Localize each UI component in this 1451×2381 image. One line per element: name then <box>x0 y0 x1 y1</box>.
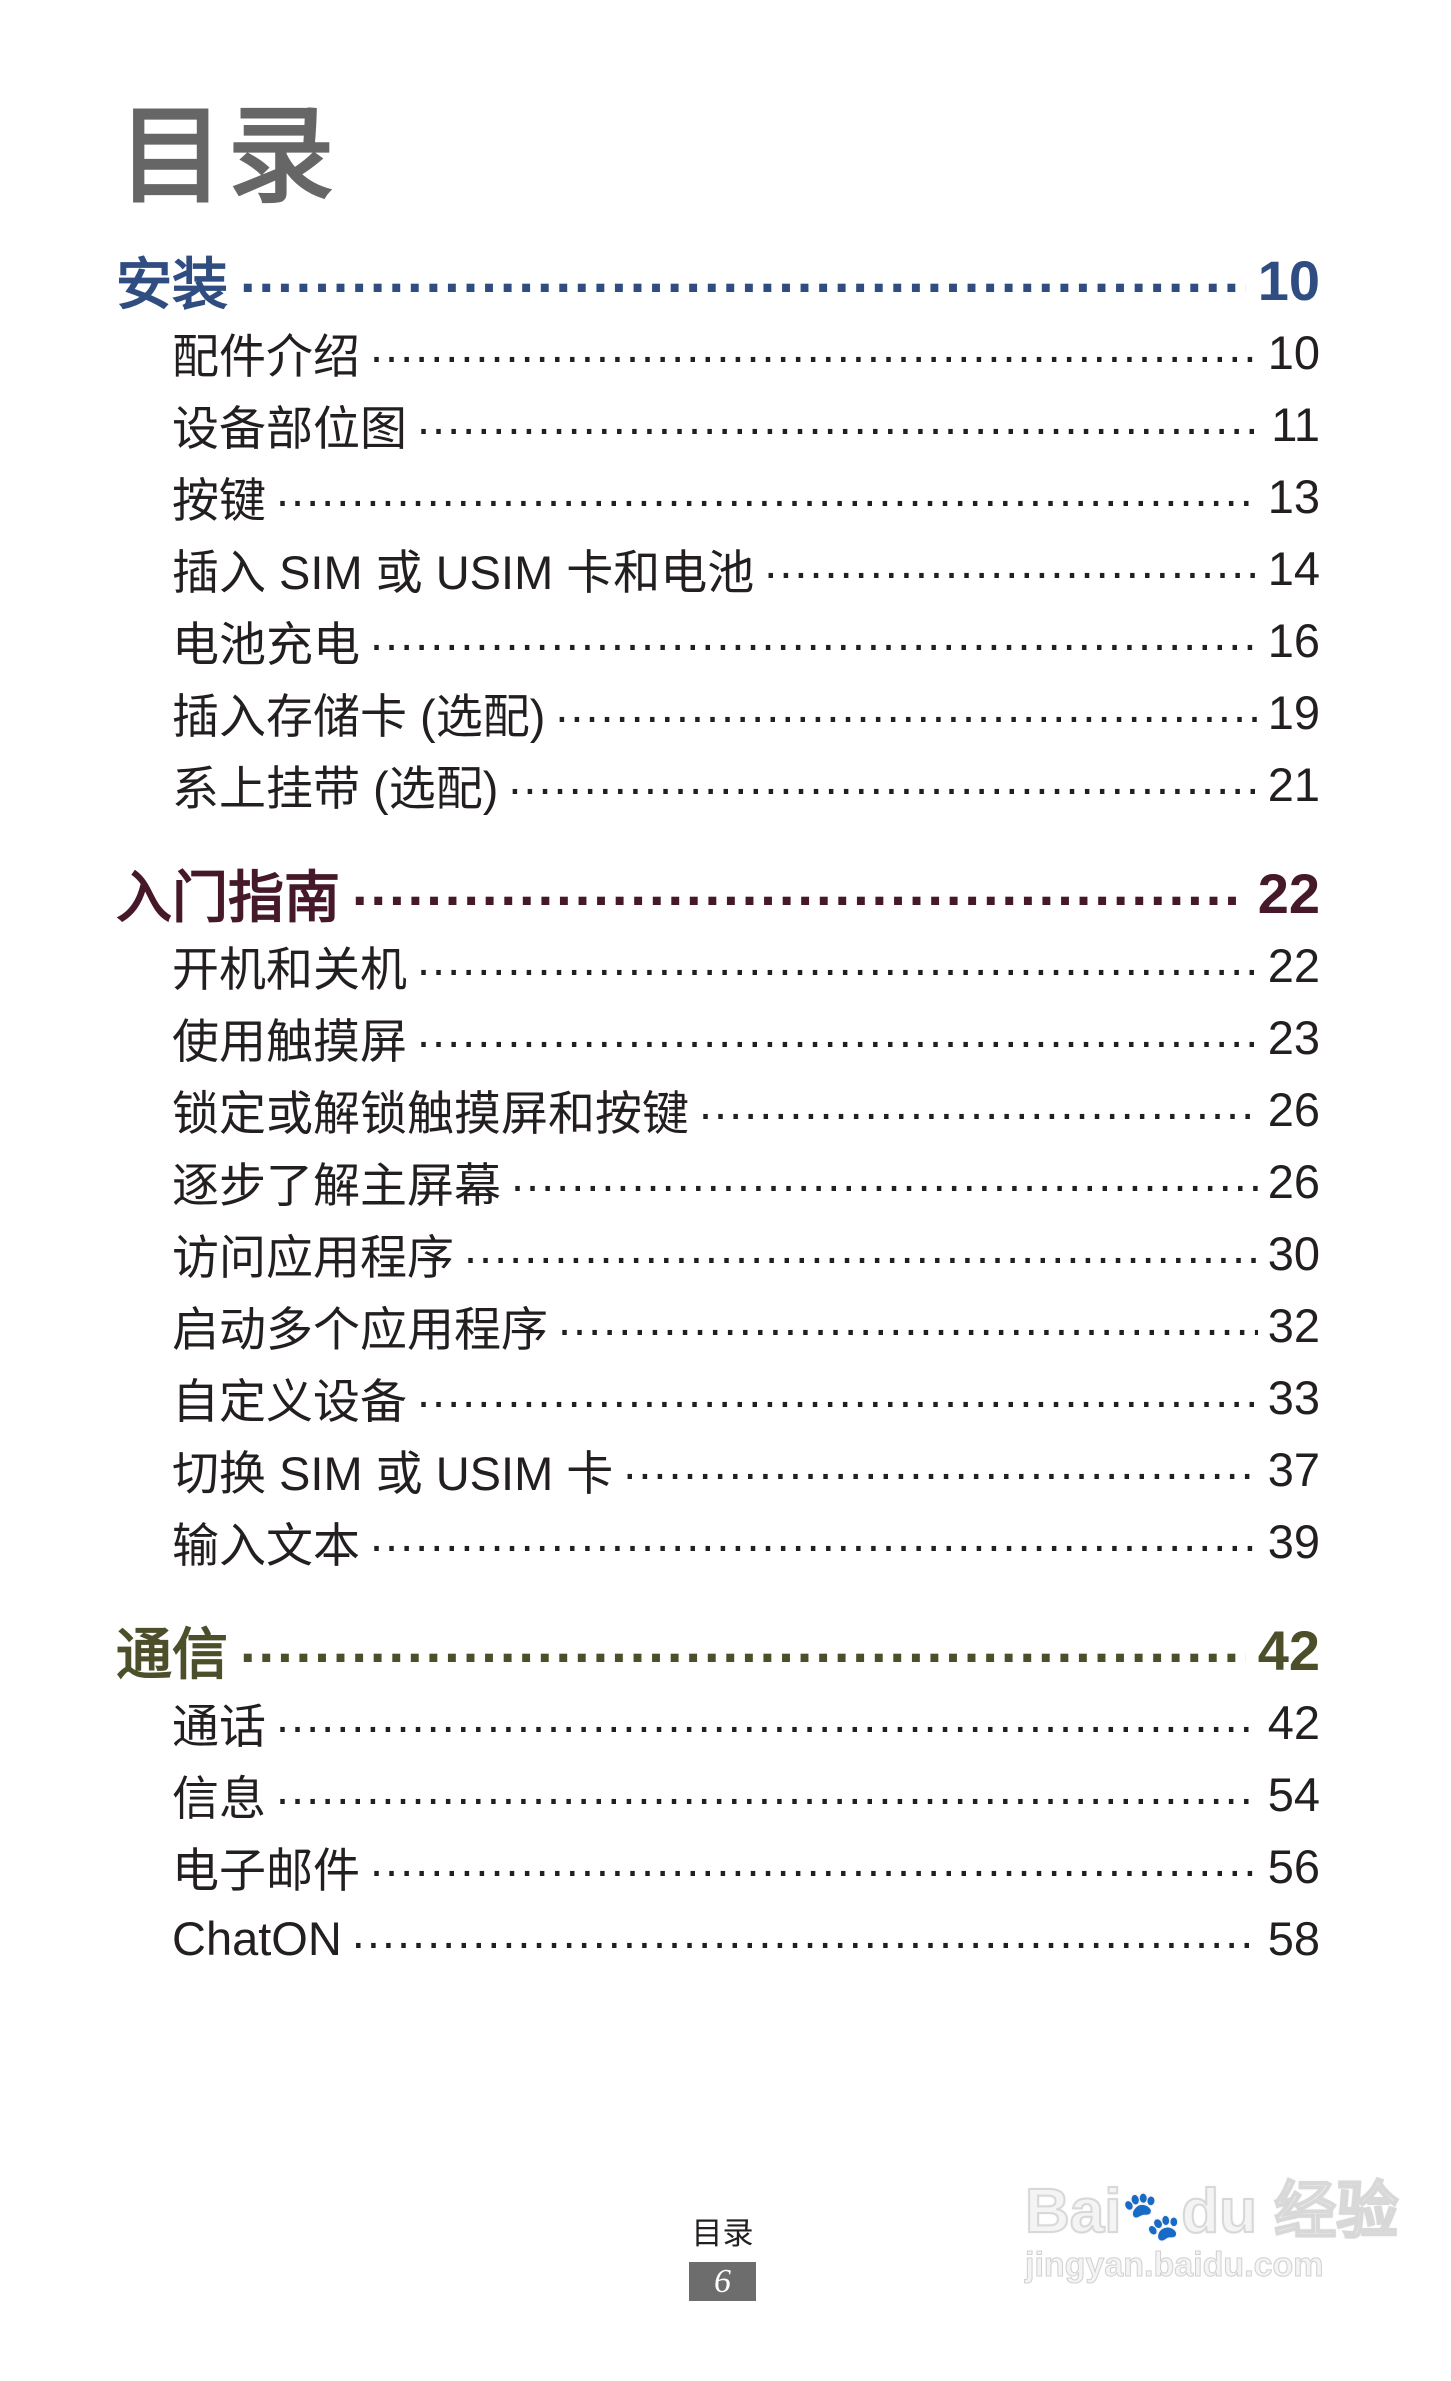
dot-leader <box>276 1771 1258 1818</box>
entry-title: 逐步了解主屏幕 <box>172 1158 501 1212</box>
dot-leader <box>370 329 1258 376</box>
toc-entry[interactable]: 启动多个应用程序 32 <box>116 1289 1320 1361</box>
entry-page-number: 56 <box>1267 1839 1320 1893</box>
entry-page-number: 14 <box>1267 541 1320 595</box>
toc-entry[interactable]: 设备部位图 11 <box>116 388 1320 460</box>
entry-page-number: 13 <box>1267 469 1320 523</box>
footer-section-label: 目录 <box>691 2216 754 2251</box>
entry-page-number: 26 <box>1267 1082 1320 1136</box>
entry-title: 信息 <box>172 1771 266 1825</box>
entry-page-number: 42 <box>1267 1695 1320 1749</box>
toc-entry[interactable]: 访问应用程序 30 <box>116 1217 1320 1289</box>
entry-title: 使用触摸屏 <box>172 1014 407 1068</box>
section-page-number: 22 <box>1257 861 1320 925</box>
entry-title: ChatON <box>172 1911 342 1965</box>
entry-page-number: 26 <box>1267 1154 1320 1208</box>
toc-entry[interactable]: 通话 42 <box>116 1686 1320 1758</box>
toc-entry[interactable]: 输入文本 39 <box>116 1505 1320 1577</box>
entry-page-number: 10 <box>1267 325 1320 379</box>
entry-page-number: 32 <box>1267 1298 1320 1352</box>
toc-entry[interactable]: 电池充电 16 <box>116 604 1320 676</box>
dot-leader <box>764 545 1257 592</box>
entry-title: 锁定或解锁触摸屏和按键 <box>172 1086 689 1140</box>
entry-title: 系上挂带 (选配) <box>172 761 499 815</box>
entry-title: 设备部位图 <box>172 401 407 455</box>
entry-title: 开机和关机 <box>172 942 407 996</box>
table-of-contents: 安装 10 配件介绍 10 设备部位图 11 按键 13 插入 SIM 或 USIM 卡和电池 1… <box>116 244 1320 1974</box>
toc-entry[interactable]: 自定义设备 33 <box>116 1361 1320 1433</box>
dot-leader <box>370 1518 1258 1565</box>
entry-title: 输入文本 <box>172 1518 360 1572</box>
entry-page-number: 54 <box>1267 1767 1320 1821</box>
entry-title: 插入存储卡 (选配) <box>172 689 546 743</box>
toc-entry[interactable]: 切换 SIM 或 USIM 卡 37 <box>116 1433 1320 1505</box>
dot-leader <box>352 1915 1258 1962</box>
toc-entry[interactable]: 插入存储卡 (选配) 19 <box>116 676 1320 748</box>
dot-leader <box>417 1374 1258 1421</box>
entry-page-number: 22 <box>1267 938 1320 992</box>
entry-title: 电子邮件 <box>172 1843 360 1897</box>
toc-entry[interactable]: ChatON 58 <box>116 1902 1320 1974</box>
dot-leader <box>240 1622 1246 1678</box>
entry-page-number: 19 <box>1267 685 1320 739</box>
dot-leader <box>240 252 1246 308</box>
dot-leader <box>276 1699 1258 1746</box>
toc-section-heading[interactable]: 入门指南 22 <box>116 857 1320 929</box>
toc-section-heading[interactable]: 通信 42 <box>116 1614 1320 1686</box>
dot-leader <box>370 617 1258 664</box>
entry-title: 按键 <box>172 473 266 527</box>
dot-leader <box>623 1446 1257 1493</box>
toc-entry[interactable]: 信息 54 <box>116 1758 1320 1830</box>
entry-title: 切换 SIM 或 USIM 卡 <box>172 1446 614 1500</box>
toc-entry[interactable]: 使用触摸屏 23 <box>116 1001 1320 1073</box>
dot-leader <box>511 1158 1258 1205</box>
dot-leader <box>558 1302 1258 1349</box>
dot-leader <box>508 761 1257 808</box>
dot-leader <box>370 1843 1258 1890</box>
entry-title: 电池充电 <box>172 617 360 671</box>
dot-leader <box>699 1086 1258 1133</box>
entry-title: 自定义设备 <box>172 1374 407 1428</box>
dot-leader <box>417 942 1258 989</box>
toc-section-heading[interactable]: 安装 10 <box>116 244 1320 316</box>
dot-leader <box>417 401 1261 448</box>
entry-title: 启动多个应用程序 <box>172 1302 548 1356</box>
entry-page-number: 58 <box>1267 1911 1320 1965</box>
entry-page-number: 33 <box>1267 1370 1320 1424</box>
dot-leader <box>352 865 1246 921</box>
baidu-watermark-logo: Bai🐾du 经验 jingyan.baidu.com <box>1024 2176 1399 2285</box>
entry-title: 配件介绍 <box>172 329 360 383</box>
entry-page-number: 23 <box>1267 1010 1320 1064</box>
dot-leader <box>417 1014 1258 1061</box>
toc-entry[interactable]: 系上挂带 (选配) 21 <box>116 748 1320 820</box>
section-page-number: 42 <box>1257 1618 1320 1682</box>
dot-leader <box>464 1230 1258 1277</box>
toc-entry[interactable]: 锁定或解锁触摸屏和按键 26 <box>116 1073 1320 1145</box>
page-title: 目录 <box>118 98 338 216</box>
section-page-number: 10 <box>1257 248 1320 312</box>
page-number: 6 <box>689 2262 756 2301</box>
entry-page-number: 16 <box>1267 613 1320 667</box>
toc-entry[interactable]: 按键 13 <box>116 460 1320 532</box>
toc-entry[interactable]: 插入 SIM 或 USIM 卡和电池 14 <box>116 532 1320 604</box>
dot-leader <box>276 473 1258 520</box>
entry-page-number: 21 <box>1267 757 1320 811</box>
entry-title: 访问应用程序 <box>172 1230 454 1284</box>
section-title: 入门指南 <box>116 865 340 929</box>
toc-entry[interactable]: 电子邮件 56 <box>116 1830 1320 1902</box>
toc-entry[interactable]: 开机和关机 22 <box>116 929 1320 1001</box>
section-title: 安装 <box>116 252 228 316</box>
section-title: 通信 <box>116 1622 228 1686</box>
entry-page-number: 11 <box>1271 397 1320 451</box>
entry-title: 插入 SIM 或 USIM 卡和电池 <box>172 545 755 599</box>
entry-page-number: 30 <box>1267 1226 1320 1280</box>
dot-leader <box>555 689 1257 736</box>
entry-page-number: 37 <box>1267 1442 1320 1496</box>
entry-page-number: 39 <box>1267 1514 1320 1568</box>
toc-entry[interactable]: 逐步了解主屏幕 26 <box>116 1145 1320 1217</box>
toc-entry[interactable]: 配件介绍 10 <box>116 316 1320 388</box>
entry-title: 通话 <box>172 1699 266 1753</box>
